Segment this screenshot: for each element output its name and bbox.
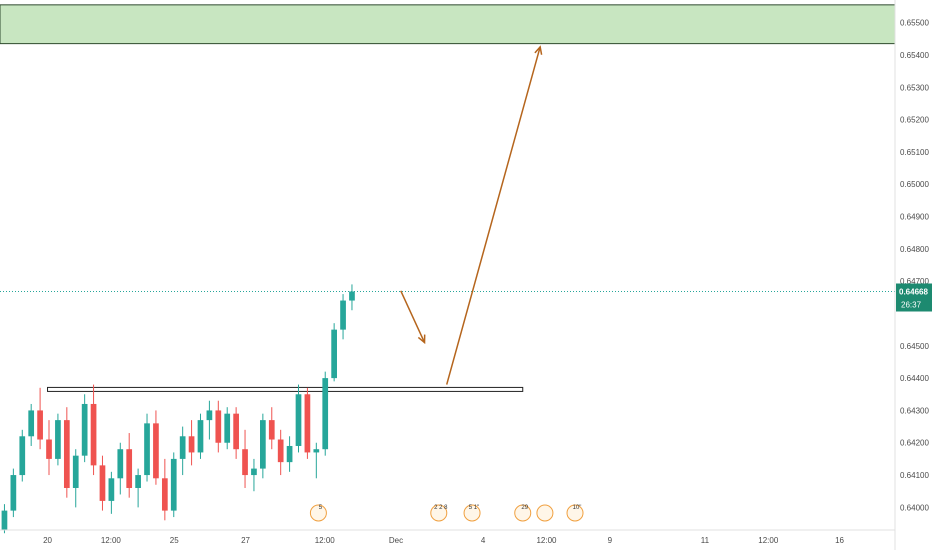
x-tick-label: 25 — [170, 536, 179, 545]
x-tick-label: 11 — [701, 536, 710, 545]
candle-body — [206, 410, 213, 421]
projection-arrow[interactable] — [400, 290, 426, 343]
x-tick-label: 16 — [835, 536, 844, 545]
event-label: 2 2 8 — [434, 505, 448, 511]
countdown-timer: 26:37 — [901, 301, 922, 310]
candle-body — [90, 403, 97, 466]
candle-body — [1, 510, 8, 530]
candle-body — [170, 458, 177, 511]
event-label: 5 — [319, 505, 323, 511]
y-tick-label: 0.65400 — [900, 51, 929, 60]
y-tick-label: 0.65300 — [900, 83, 929, 92]
candle-body — [28, 410, 35, 437]
x-tick-label: 20 — [43, 536, 52, 545]
candle-body — [304, 394, 311, 453]
candle-body — [260, 420, 266, 469]
candle-body — [46, 439, 52, 459]
candle-body — [224, 413, 231, 443]
arrow-head — [534, 45, 543, 55]
y-tick-label: 0.65200 — [900, 116, 929, 125]
event-flag-icon[interactable] — [463, 504, 481, 522]
candle-body — [99, 465, 106, 501]
y-tick-label: 0.65000 — [900, 180, 929, 189]
candle-body — [63, 420, 70, 488]
y-tick-label: 0.64200 — [900, 439, 929, 448]
x-tick-label: 12:00 — [536, 536, 557, 545]
candle-body — [242, 449, 248, 476]
candle-body — [251, 468, 257, 476]
candle-body — [313, 449, 320, 453]
y-tick-label: 0.64400 — [900, 374, 929, 383]
x-tick-label: Dec — [389, 536, 403, 545]
candle-body — [81, 403, 88, 456]
x-tick-label: 12:00 — [315, 536, 336, 545]
x-tick-label: 9 — [608, 536, 613, 545]
candle-body — [135, 475, 141, 488]
y-tick-label: 0.64700 — [900, 277, 929, 286]
y-tick-label: 0.64500 — [900, 342, 929, 351]
y-tick-label: 0.65500 — [900, 19, 929, 28]
event-flag-icon[interactable] — [566, 504, 584, 522]
candle-body — [277, 439, 284, 463]
y-tick-label: 0.64900 — [900, 213, 929, 222]
support-line[interactable] — [47, 386, 524, 392]
x-tick-label: 12:00 — [101, 536, 122, 545]
candle-body — [179, 436, 186, 459]
candle-body — [161, 478, 168, 511]
candle-body — [331, 329, 337, 379]
candle-body — [295, 394, 302, 446]
last-price-value: 0.64668 — [899, 288, 928, 297]
y-tick-label: 0.64000 — [900, 503, 929, 512]
candle-body — [55, 420, 61, 459]
arrow-head — [417, 334, 426, 345]
y-tick-label: 0.64300 — [900, 406, 929, 415]
candle-body — [215, 410, 222, 443]
candle-body — [188, 436, 195, 453]
y-tick-label: 0.64800 — [900, 245, 929, 254]
x-tick-label: 4 — [481, 536, 486, 545]
event-flag-icon[interactable] — [514, 504, 532, 522]
candle-body — [144, 423, 150, 476]
x-tick-label: 12:00 — [758, 536, 779, 545]
event-flag-icon[interactable] — [430, 504, 448, 522]
candle-body — [286, 445, 293, 463]
candle-body — [37, 410, 43, 440]
event-label: 10" — [573, 505, 582, 511]
candle-body — [322, 378, 329, 450]
candle-body — [268, 420, 275, 440]
candle-body — [340, 300, 346, 330]
candle-body — [108, 478, 115, 501]
y-tick-label: 0.64100 — [900, 471, 929, 480]
candle-body — [349, 291, 355, 301]
y-tick-label: 0.65100 — [900, 148, 929, 157]
projection-arrow[interactable] — [445, 46, 541, 385]
event-flag-icon[interactable] — [309, 504, 327, 522]
candle-body — [117, 449, 124, 479]
candle-body — [233, 413, 239, 450]
candle-body — [19, 436, 26, 476]
candle-body — [197, 420, 204, 453]
event-flag-icon[interactable] — [536, 504, 554, 522]
event-label: 29 — [521, 505, 528, 511]
candle-body — [10, 475, 17, 511]
event-label: 5 1" — [469, 505, 479, 511]
candle-body — [72, 455, 79, 488]
candle-body — [153, 423, 159, 479]
last-price-badge — [896, 283, 932, 312]
resistance-zone[interactable] — [0, 4, 896, 45]
candle-body — [126, 449, 133, 488]
x-tick-label: 27 — [241, 536, 250, 545]
